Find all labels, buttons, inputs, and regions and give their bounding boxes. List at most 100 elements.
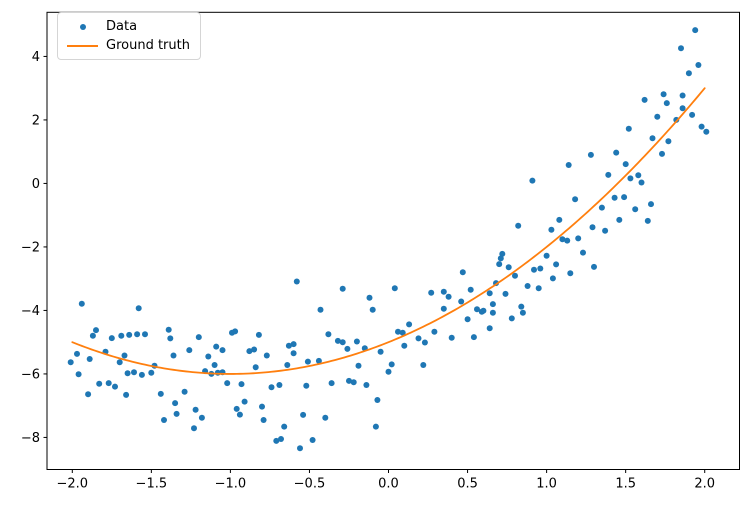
data-point [660, 91, 667, 98]
data-point [238, 381, 245, 388]
data-point [260, 417, 267, 423]
data-point [255, 331, 262, 338]
data-point [372, 423, 379, 430]
data-point [273, 437, 280, 444]
y-axis: 4 2 0 −2 −4 −6 −8 [21, 50, 47, 446]
data-point [118, 332, 125, 339]
data-point [556, 216, 563, 223]
data-point [613, 149, 620, 156]
data-point [644, 217, 651, 224]
data-point [105, 380, 112, 387]
data-point [233, 405, 240, 412]
data-point [663, 100, 670, 107]
data-point [621, 194, 628, 201]
data-point [195, 334, 202, 341]
data-point [344, 345, 351, 352]
data-point [616, 216, 623, 223]
data-point [515, 222, 522, 229]
data-point [421, 339, 428, 346]
x-tick-label: 0.5 [457, 477, 478, 492]
y-tick-label: −4 [21, 304, 40, 319]
data-point [537, 265, 544, 272]
y-tick-label: 0 [32, 177, 40, 192]
data-point [467, 286, 474, 293]
legend-item-data: Data [67, 20, 190, 33]
data-point [391, 285, 398, 292]
data-point [654, 113, 661, 120]
data-point [565, 162, 572, 168]
data-point [464, 316, 471, 323]
data-point [553, 261, 560, 268]
data-point [549, 275, 556, 282]
data-point [322, 414, 329, 421]
y-tick-label: −8 [21, 431, 40, 446]
y-tick-label: −6 [21, 367, 40, 382]
data-point [281, 423, 288, 430]
data-point [399, 329, 406, 336]
data-point [679, 92, 686, 99]
x-tick-label: −1.0 [215, 477, 247, 492]
data-point [401, 342, 408, 349]
data-point [524, 283, 531, 289]
data-point [679, 105, 686, 112]
data-point [297, 445, 303, 452]
data-point [315, 357, 322, 364]
data-point [161, 417, 167, 423]
data-point [632, 206, 639, 213]
data-point [489, 301, 496, 308]
data-point [126, 331, 133, 338]
data-point [518, 303, 525, 310]
data-point [191, 425, 197, 432]
data-point [605, 171, 612, 178]
data-point [474, 306, 480, 313]
data-point [278, 436, 284, 442]
data-point [519, 309, 526, 316]
data-point [328, 380, 335, 387]
data-point [67, 359, 74, 366]
data-point [339, 285, 346, 292]
data-point [170, 352, 177, 359]
data-point [251, 346, 258, 353]
x-tick-label: −0.5 [294, 477, 326, 492]
data-point [685, 70, 692, 77]
legend[interactable]: Data Ground truth [57, 12, 201, 60]
data-point [572, 196, 579, 203]
data-point [440, 288, 447, 295]
data-point [135, 305, 142, 312]
data-point [580, 249, 586, 256]
legend-handle [67, 23, 98, 30]
data-point [459, 269, 466, 276]
data-point [598, 204, 605, 211]
data-point [205, 353, 212, 360]
data-point [78, 300, 85, 307]
x-axis: −2.0 −1.5 −1.0 −0.5 0.0 0.5 1.0 1.5 2.0 [57, 469, 715, 492]
y-tick-label: −2 [21, 240, 40, 255]
data-point [665, 138, 672, 145]
data-point [512, 272, 518, 279]
data-point [363, 382, 370, 388]
data-point [559, 236, 566, 243]
data-point [649, 135, 656, 142]
data-point [385, 368, 392, 375]
data-point [86, 356, 93, 362]
data-point [85, 391, 92, 398]
data-point [75, 371, 82, 378]
data-point [276, 382, 283, 388]
data-point [232, 328, 239, 335]
data-point [339, 339, 346, 346]
data-point [303, 382, 310, 389]
data-point [505, 264, 512, 271]
data-point [415, 335, 422, 342]
data-point [431, 328, 438, 335]
data-point [564, 237, 571, 244]
data-point [388, 361, 395, 368]
data-point [268, 384, 275, 391]
data-point [420, 362, 427, 368]
data-point [131, 369, 137, 376]
data-point [224, 380, 231, 387]
data-point [300, 411, 307, 418]
data-point [285, 342, 292, 349]
data-point [611, 194, 618, 201]
y-tick-label: 2 [32, 113, 40, 128]
data-point [529, 177, 536, 184]
